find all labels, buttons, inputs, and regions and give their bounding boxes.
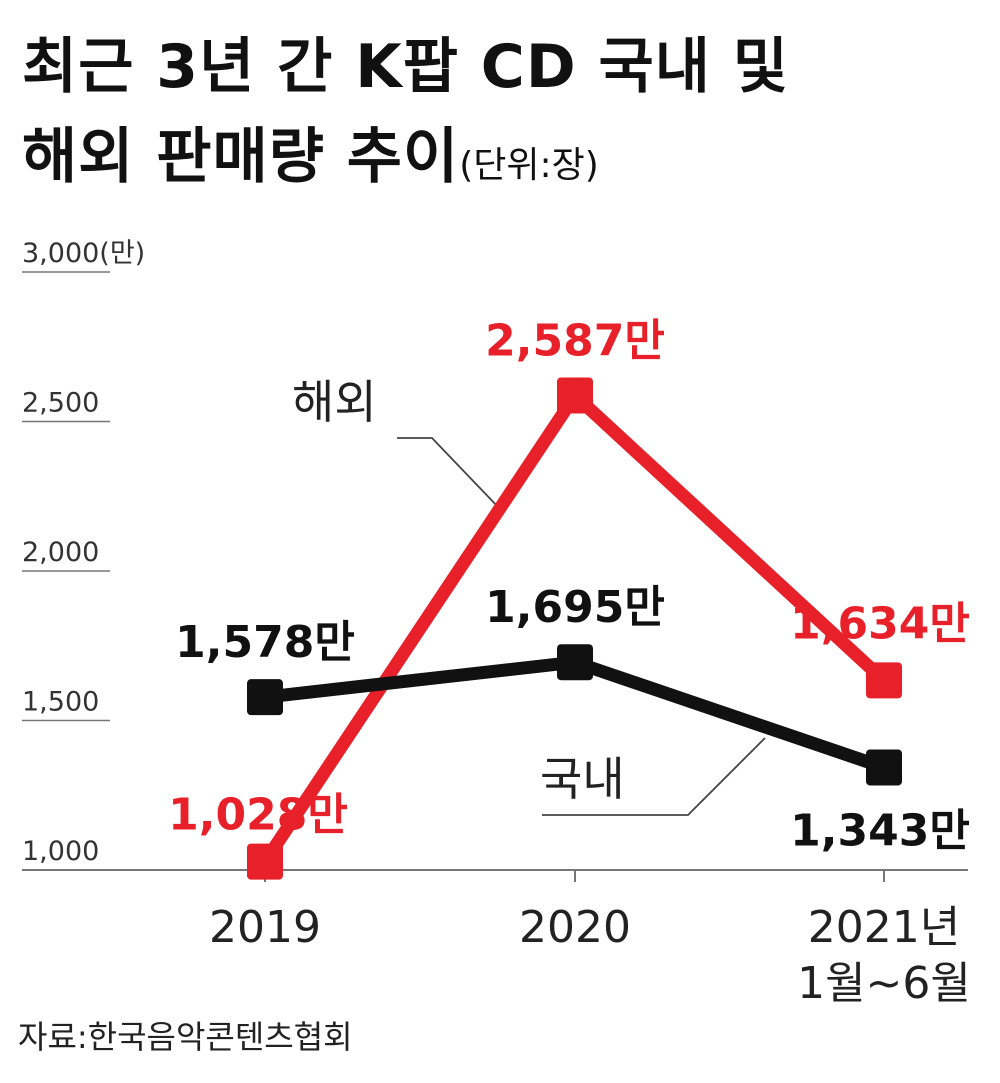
y-tick-label: 2,500 <box>22 388 99 419</box>
legend-leader-overseas <box>397 437 501 510</box>
y-tick-label: 1,000 <box>22 836 99 867</box>
data-point-overseas <box>557 377 593 414</box>
data-label-domestic: 1,343만 <box>790 805 970 856</box>
legend-leader-domestic <box>542 737 766 816</box>
y-tick-label: 2,000 <box>22 537 99 568</box>
data-label-overseas: 2,587만 <box>485 315 665 366</box>
data-point-overseas <box>866 662 902 699</box>
x-tick-label: 2020 <box>519 902 631 953</box>
chart-title-line2: 해외 판매량 추이(단위:장) <box>22 108 599 195</box>
data-label-domestic: 1,578만 <box>175 617 355 668</box>
data-point-overseas <box>247 843 283 880</box>
legend-label-overseas: 해외 <box>292 375 377 429</box>
source-note: 자료:한국음악콘텐츠협회 <box>18 1018 353 1056</box>
x-tick-label: 1월~6월 <box>797 958 971 1009</box>
legend-label-domestic: 국내 <box>540 752 625 806</box>
data-label-domestic: 1,695만 <box>485 582 665 633</box>
y-tick-label: 3,000(만) <box>22 238 145 269</box>
x-tick-label: 2021년 <box>808 902 960 953</box>
unit-note: (단위:장) <box>459 145 599 186</box>
y-tick-label: 1,500 <box>22 687 99 718</box>
data-point-domestic <box>866 749 902 786</box>
x-tick-label: 2019 <box>209 902 321 953</box>
data-point-domestic <box>557 644 593 681</box>
chart-title-text: 해외 판매량 추이 <box>22 122 460 192</box>
chart-title-line1: 최근 3년 간 K팝 CD 국내 및 <box>22 32 790 102</box>
data-point-domestic <box>247 679 283 716</box>
data-label-overseas: 1,028만 <box>168 790 348 841</box>
data-label-overseas: 1,634만 <box>790 598 970 649</box>
